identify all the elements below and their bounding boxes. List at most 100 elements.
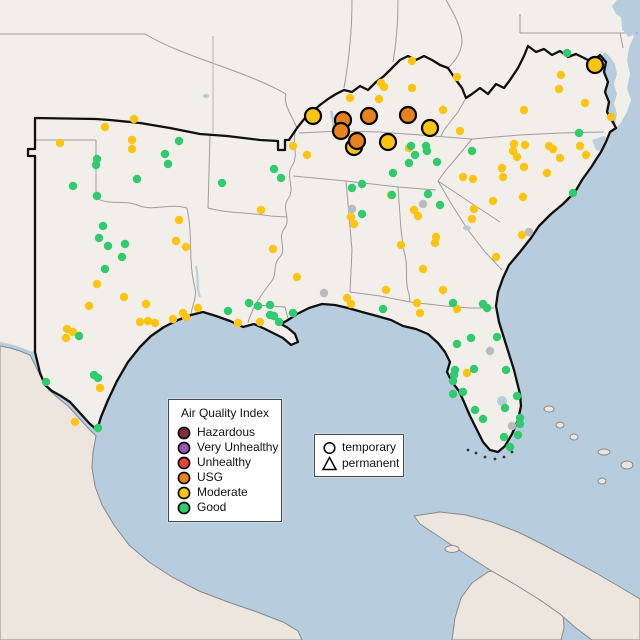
station-dot[interactable] (501, 365, 511, 375)
station-dot[interactable] (458, 387, 468, 397)
station-dot[interactable] (485, 346, 495, 356)
station-dot-large[interactable] (347, 131, 367, 151)
station-dot[interactable] (132, 174, 142, 184)
station-dot[interactable] (70, 417, 80, 427)
station-dot[interactable] (438, 105, 448, 115)
station-dot-large[interactable] (420, 118, 440, 138)
station-dot[interactable] (163, 159, 173, 169)
station-dot[interactable] (347, 204, 357, 214)
station-dot[interactable] (423, 189, 433, 199)
station-dot[interactable] (497, 163, 507, 173)
station-dot[interactable] (492, 332, 502, 342)
station-dot[interactable] (84, 301, 94, 311)
station-dot[interactable] (452, 339, 462, 349)
station-dot[interactable] (269, 164, 279, 174)
station-dot[interactable] (435, 200, 445, 210)
station-dot[interactable] (568, 188, 578, 198)
station-dot[interactable] (127, 135, 137, 145)
station-dot[interactable] (223, 306, 233, 316)
station-dot[interactable] (513, 430, 523, 440)
station-dot[interactable] (515, 419, 525, 429)
station-dot[interactable] (171, 236, 181, 246)
station-dot[interactable] (524, 227, 534, 237)
station-dot[interactable] (120, 239, 130, 249)
station-dot[interactable] (466, 333, 476, 343)
station-dot[interactable] (467, 214, 477, 224)
station-dot[interactable] (217, 178, 227, 188)
station-dot[interactable] (422, 146, 432, 156)
station-dot[interactable] (499, 432, 509, 442)
station-dot[interactable] (135, 317, 145, 327)
station-dot[interactable] (581, 150, 591, 160)
station-dot[interactable] (244, 298, 254, 308)
station-dot[interactable] (430, 238, 440, 248)
station-dot[interactable] (288, 141, 298, 151)
station-dot[interactable] (507, 421, 517, 431)
station-dot[interactable] (413, 211, 423, 221)
station-dot[interactable] (141, 299, 151, 309)
station-dot[interactable] (253, 301, 263, 311)
station-dot[interactable] (448, 389, 458, 399)
station-dot[interactable] (174, 215, 184, 225)
station-dot[interactable] (500, 403, 510, 413)
station-dot[interactable] (418, 199, 428, 209)
station-dot[interactable] (379, 82, 389, 92)
station-dot[interactable] (562, 48, 572, 58)
station-dot[interactable] (346, 212, 356, 222)
station-dot[interactable] (193, 303, 203, 313)
station-dot[interactable] (74, 331, 84, 341)
station-dot[interactable] (432, 157, 442, 167)
station-dot[interactable] (478, 414, 488, 424)
station-dot[interactable] (41, 377, 51, 387)
station-dot[interactable] (415, 308, 425, 318)
station-dot[interactable] (269, 311, 279, 321)
station-dot[interactable] (410, 150, 420, 160)
station-dot[interactable] (519, 105, 529, 115)
station-dot[interactable] (512, 152, 522, 162)
station-dot[interactable] (469, 204, 479, 214)
station-dot[interactable] (92, 279, 102, 289)
station-dot[interactable] (542, 168, 552, 178)
station-dot[interactable] (381, 285, 391, 295)
station-dot[interactable] (256, 205, 266, 215)
station-dot[interactable] (548, 144, 558, 154)
station-dot[interactable] (458, 172, 468, 182)
station-dot[interactable] (518, 192, 528, 202)
station-dot[interactable] (95, 383, 105, 393)
station-dot[interactable] (509, 139, 519, 149)
station-dot[interactable] (412, 298, 422, 308)
station-dot[interactable] (357, 179, 367, 189)
station-dot[interactable] (555, 153, 565, 163)
station-dot[interactable] (488, 196, 498, 206)
station-dot[interactable] (94, 233, 104, 243)
station-dot[interactable] (357, 209, 367, 219)
station-dot[interactable] (292, 272, 302, 282)
station-dot[interactable] (93, 423, 103, 433)
station-dot[interactable] (455, 126, 465, 136)
station-dot[interactable] (265, 300, 275, 310)
station-dot[interactable] (100, 264, 110, 274)
station-dot[interactable] (143, 316, 153, 326)
station-dot[interactable] (407, 56, 417, 66)
station-dot[interactable] (68, 327, 78, 337)
station-dot[interactable] (606, 112, 616, 122)
station-dot-large[interactable] (331, 121, 351, 141)
station-dot[interactable] (233, 318, 243, 328)
station-dot[interactable] (468, 174, 478, 184)
station-dot[interactable] (181, 242, 191, 252)
station-dot[interactable] (508, 146, 518, 156)
station-dot[interactable] (574, 128, 584, 138)
station-dot[interactable] (255, 317, 265, 327)
station-dot[interactable] (554, 84, 564, 94)
station-dot[interactable] (103, 241, 113, 251)
station-dot[interactable] (302, 150, 312, 160)
station-dot[interactable] (129, 114, 139, 124)
station-dot[interactable] (498, 172, 508, 182)
station-dot[interactable] (482, 303, 492, 313)
station-dot[interactable] (274, 317, 284, 327)
station-dot[interactable] (467, 146, 477, 156)
station-dot[interactable] (168, 314, 178, 324)
station-dot[interactable] (387, 190, 397, 200)
station-dot[interactable] (575, 141, 585, 151)
station-dot[interactable] (519, 162, 529, 172)
